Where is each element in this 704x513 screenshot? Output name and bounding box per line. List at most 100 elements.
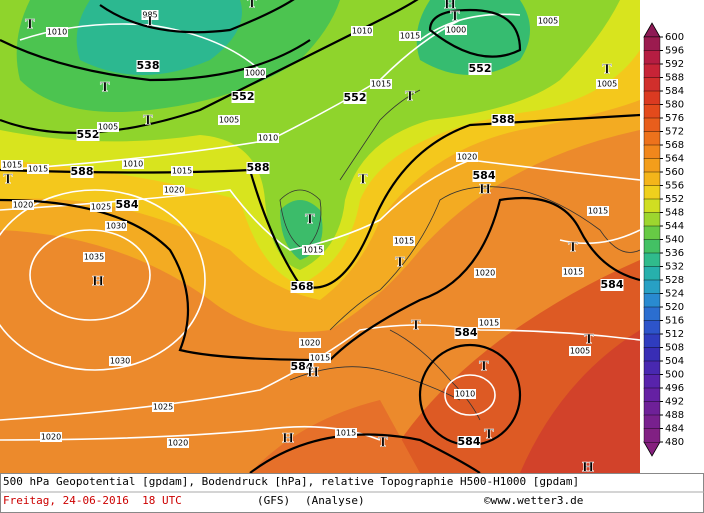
- label-bg: [587, 206, 609, 216]
- legend-swatch: [643, 131, 661, 146]
- label-bg: [1, 160, 23, 170]
- map: [0, 0, 640, 473]
- isobar-label: 1020: [300, 339, 320, 348]
- isobar-label: 1020: [164, 186, 184, 195]
- isobar-label: 1025: [153, 403, 173, 412]
- isobar-label: 1015: [394, 237, 414, 246]
- pressure-center: H: [92, 275, 104, 290]
- label-bg: [27, 164, 49, 174]
- pressure-center: H: [479, 183, 491, 198]
- legend-cap-bottom: [643, 441, 661, 457]
- isobar-label: 1015: [310, 354, 330, 363]
- label-bg: [351, 26, 373, 36]
- footer-date: Freitag, 24-06-2016 18 UTC: [3, 494, 182, 507]
- label-bg: [370, 79, 392, 89]
- isobar-label: 1005: [98, 123, 118, 132]
- label-bg: [141, 10, 159, 20]
- isobar-label: 1010: [258, 134, 278, 143]
- legend-swatch: [643, 158, 661, 173]
- pressure-center: T: [411, 319, 421, 334]
- pressure-center: T: [568, 241, 578, 256]
- legend-label: 504: [665, 356, 684, 367]
- pressure-center: T: [145, 15, 155, 30]
- legend-swatch: [643, 239, 661, 254]
- isobar-label: 1015: [400, 32, 420, 41]
- isobar-label: 1010: [455, 390, 475, 399]
- pressure-center: T: [100, 81, 110, 96]
- isobar-label: 1015: [588, 207, 608, 216]
- legend-label: 536: [665, 248, 684, 259]
- geopotential-label: 588: [492, 113, 515, 126]
- legend-label: 596: [665, 46, 684, 57]
- legend-label: 580: [665, 100, 684, 111]
- pressure-center: T: [378, 436, 388, 451]
- geopotential-label: 552: [77, 128, 100, 141]
- label-bg: [562, 267, 584, 277]
- isobar-label: 1005: [597, 80, 617, 89]
- footer-model: (GFS): [257, 494, 290, 507]
- label-bg: [457, 436, 481, 448]
- isobar-label: 1020: [457, 153, 477, 162]
- pressure-center: T: [405, 90, 415, 105]
- label-bg: [290, 361, 314, 373]
- label-bg: [335, 428, 357, 438]
- legend-swatch: [643, 90, 661, 106]
- label-bg: [231, 91, 255, 103]
- label-bg: [309, 353, 331, 363]
- isobar-label: 1020: [168, 439, 188, 448]
- legend-cap-top: [643, 22, 661, 38]
- label-bg: [290, 281, 314, 293]
- geopotential-label: 584: [601, 278, 624, 291]
- legend-label: 556: [665, 181, 684, 192]
- isobar-label: 1015: [303, 246, 323, 255]
- label-bg: [90, 202, 112, 212]
- label-bg: [70, 166, 94, 178]
- footer-description: 500 hPa Geopotential [gpdam], Bodendruck…: [3, 475, 579, 488]
- label-bg: [171, 166, 193, 176]
- color-legend: 600 596 592 588 584 580 576 572 568 564 560 556 552 5…: [643, 22, 684, 457]
- legend-label: 508: [665, 343, 684, 354]
- label-bg: [596, 79, 618, 89]
- geopotential-label: 584: [116, 198, 139, 211]
- legend-label: 600: [665, 32, 684, 43]
- isobar-label: 1010: [123, 160, 143, 169]
- legend-swatch: [643, 414, 661, 430]
- legend-swatch: [643, 279, 661, 295]
- label-bg: [163, 185, 185, 195]
- label-bg: [40, 432, 62, 442]
- isobar-label: 1015: [563, 268, 583, 277]
- legend-label: 544: [665, 221, 684, 232]
- legend-swatch: [643, 401, 661, 416]
- isobar-label: 1025: [91, 203, 111, 212]
- isobar-label: 1030: [106, 222, 126, 231]
- legend-label: 548: [665, 208, 684, 219]
- label-bg: [122, 159, 144, 169]
- label-bg: [474, 268, 496, 278]
- teal-area: [76, 0, 243, 75]
- legend-label: 564: [665, 154, 684, 165]
- label-bg: [468, 63, 492, 75]
- legend-swatch: [643, 185, 661, 200]
- legend-label: 512: [665, 329, 684, 340]
- label-bg: [343, 92, 367, 104]
- pressure-center: T: [25, 18, 35, 33]
- label-bg: [46, 27, 68, 37]
- label-bg: [399, 31, 421, 41]
- geopotential-label: 588: [247, 161, 270, 174]
- legend-label: 592: [665, 59, 684, 70]
- pressure-center: T: [484, 428, 494, 443]
- label-bg: [456, 152, 478, 162]
- label-bg: [105, 221, 127, 231]
- label-bg: [115, 199, 139, 211]
- legend-swatch: [643, 374, 661, 389]
- geopotential-label: 584: [291, 360, 314, 373]
- pressure-center: T: [3, 173, 13, 188]
- geopotential-label: 552: [469, 62, 492, 75]
- isobar-label: 1005: [570, 347, 590, 356]
- label-bg: [537, 16, 559, 26]
- legend-swatch: [643, 50, 661, 65]
- label-bg: [454, 389, 476, 399]
- legend-label: 520: [665, 302, 684, 313]
- geopotential-label: 552: [232, 90, 255, 103]
- isobar-label: 1015: [2, 161, 22, 170]
